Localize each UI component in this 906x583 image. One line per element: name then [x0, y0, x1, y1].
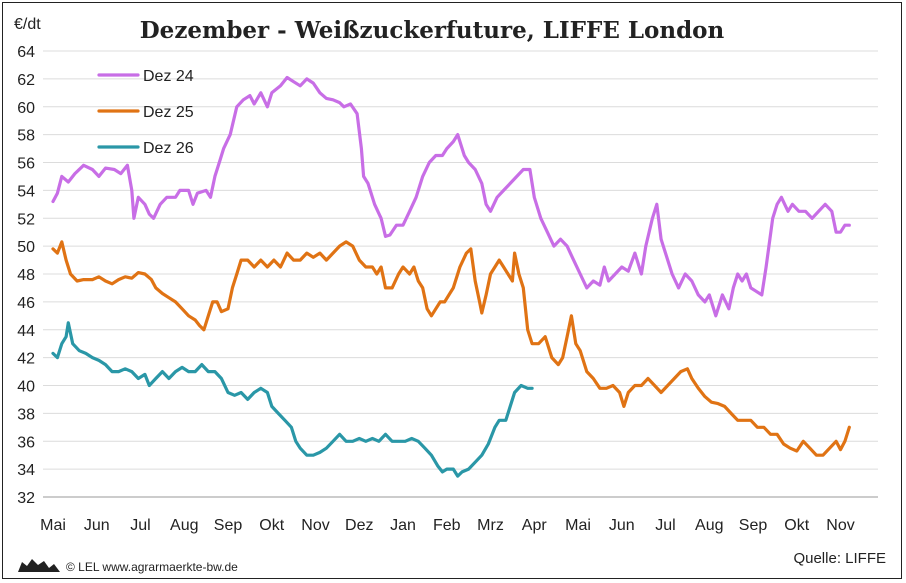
x-tick-label: Sep — [739, 517, 768, 534]
series-line-dez-25 — [51, 240, 851, 457]
y-tick-label: 32 — [17, 490, 35, 507]
x-tick-label: Jul — [655, 517, 675, 534]
x-tick-label: Okt — [259, 517, 284, 534]
x-tick-labels: Mai Jun Jul Aug Sep Okt Nov Dez Jan Feb Mrz Apr Mai J… — [40, 517, 855, 534]
x-tick-label: Jan — [390, 517, 416, 534]
y-tick-label: 62 — [17, 72, 35, 89]
legend-label: Dez 26 — [143, 140, 194, 157]
series-line-dez-26 — [51, 321, 534, 478]
y-tick-label: 64 — [17, 44, 35, 61]
grid — [43, 50, 878, 498]
y-tick-label: 34 — [17, 462, 35, 479]
legend: Dez 24 Dez 25 Dez 26 — [97, 68, 194, 157]
y-tick-label: 60 — [17, 100, 35, 117]
y-tick-label: 56 — [17, 156, 35, 173]
y-tick-label: 58 — [17, 128, 35, 145]
x-tick-label: Aug — [695, 517, 723, 534]
series-lines — [51, 75, 851, 478]
y-tick-label: 54 — [17, 183, 35, 200]
y-tick-label: 40 — [17, 379, 35, 396]
x-tick-label: Nov — [826, 517, 854, 534]
legend-label: Dez 25 — [143, 104, 194, 121]
y-tick-label: 52 — [17, 211, 35, 228]
x-tick-label: Apr — [522, 517, 548, 534]
x-tick-label: Mrz — [477, 517, 504, 534]
x-tick-label: Feb — [433, 517, 461, 534]
y-tick-labels: 32 34 36 38 40 42 44 46 48 50 52 54 56 58 60 62 64 — [17, 44, 35, 507]
x-tick-label: Jun — [609, 517, 635, 534]
x-tick-label: Jul — [130, 517, 150, 534]
y-tick-label: 38 — [17, 406, 35, 423]
x-tick-label: Okt — [784, 517, 809, 534]
x-tick-label: Aug — [170, 517, 198, 534]
y-tick-label: 36 — [17, 434, 35, 451]
y-tick-label: 50 — [17, 239, 35, 256]
series-line-dez-24 — [51, 75, 851, 318]
y-tick-label: 42 — [17, 351, 35, 368]
legend-label: Dez 24 — [143, 68, 194, 85]
x-tick-label: Mai — [565, 517, 591, 534]
y-tick-label: 46 — [17, 295, 35, 312]
y-axis-label: €/dt — [14, 16, 41, 33]
footer-source: Quelle: LIFFE — [793, 550, 886, 567]
y-tick-label: 44 — [17, 323, 35, 340]
x-tick-label: Mai — [40, 517, 66, 534]
x-tick-label: Sep — [214, 517, 243, 534]
x-tick-label: Dez — [345, 517, 373, 534]
x-tick-label: Jun — [84, 517, 110, 534]
x-tick-label: Nov — [301, 517, 329, 534]
logo-icon — [18, 559, 60, 572]
chart-title: Dezember - Weißzuckerfuture, LIFFE Londo… — [140, 17, 725, 44]
footer-copyright: © LEL www.agrarmaerkte-bw.de — [66, 560, 238, 574]
y-tick-label: 48 — [17, 267, 35, 284]
